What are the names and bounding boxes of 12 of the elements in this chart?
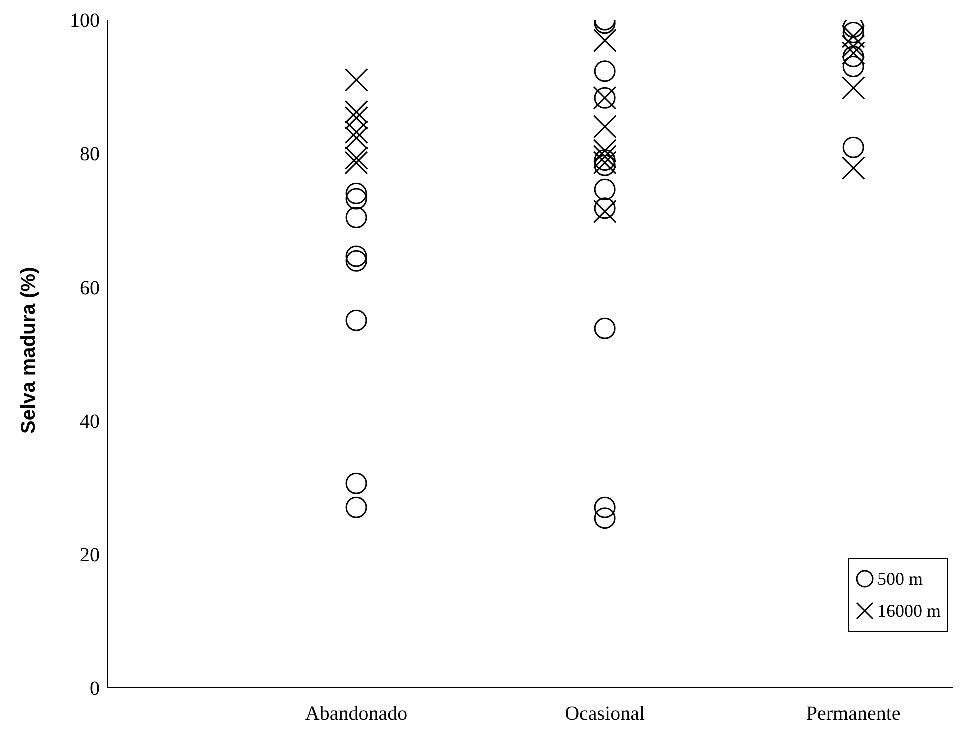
y-tick-label: 60 [80, 277, 100, 300]
y-tick-label: 0 [90, 678, 100, 700]
legend-label: 500 m [877, 568, 923, 591]
y-tick-label: 100 [70, 10, 100, 32]
y-tick-label: 40 [80, 410, 100, 433]
x-tick-label: Permanente [806, 703, 901, 726]
y-tick-label: 20 [80, 544, 100, 566]
legend-label: 16000 m [877, 600, 941, 623]
y-axis-title: Selva madura (%) [18, 267, 40, 434]
y-tick-label: 80 [80, 144, 100, 166]
x-tick-label: Ocasional [565, 703, 646, 726]
x-tick-label: Abandonado [305, 703, 408, 726]
